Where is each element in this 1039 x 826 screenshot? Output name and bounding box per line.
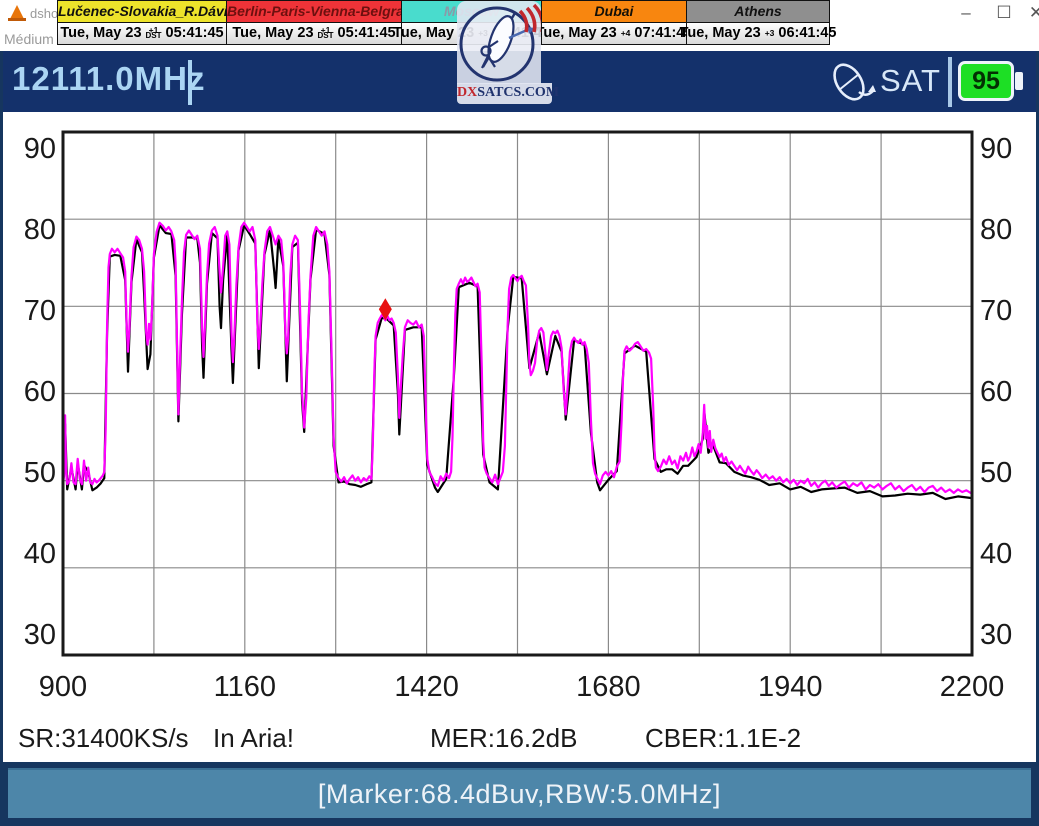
live-trace <box>61 221 973 494</box>
clock-city-label: Dubai <box>542 1 686 23</box>
y-axis-tick-left: 90 <box>24 133 56 165</box>
clock-city-label: Athens <box>687 1 829 23</box>
clock-hms: 07:41:45 <box>634 25 693 42</box>
mer-readout: MER:16.2dB <box>430 723 578 753</box>
text-cursor <box>188 60 192 105</box>
clock-time: Tue, May 23 +3 06:41:45 <box>680 22 836 44</box>
clock-date: Tue, May 23 <box>535 25 617 42</box>
desktop-file-label: dsho <box>30 6 59 21</box>
clock-dubai: Dubai Tue, May 23 +4 07:41:45 <box>536 0 692 45</box>
clock-athens: Athens Tue, May 23 +3 06:41:45 <box>680 0 836 45</box>
marker-info-bar[interactable]: [Marker:68.4dBuv,RBW:5.0MHz] <box>8 768 1031 818</box>
clock-time: Tue, May 23 +4 07:41:45 <box>536 22 692 44</box>
header-separator <box>948 57 952 107</box>
desktop-medium-label: Médium <box>4 31 54 47</box>
y-axis-tick-left: 80 <box>24 214 56 246</box>
clock-offset: +1 DST <box>145 24 162 41</box>
clock-date: Tue, May 23 <box>393 25 475 42</box>
symbol-rate-readout: SR:31400KS/s <box>18 723 189 753</box>
close-button[interactable]: ✕ <box>1028 3 1039 22</box>
clock-date: Tue, May 23 <box>679 25 761 42</box>
clock-hms: 05:41:45 <box>165 25 224 42</box>
x-axis-tick: 1420 <box>394 671 459 703</box>
dxsatcs-logo: DXSATCS.COM <box>457 1 559 104</box>
y-axis-tick-left: 70 <box>24 295 56 327</box>
clock-time: Tue, May 23 +1 DST 05:41:45 <box>58 22 226 44</box>
y-axis-tick-left: 40 <box>24 538 56 570</box>
max-hold-trace <box>61 224 973 501</box>
world-clocks: Lučenec-Slovakia_R.Dávid Tue, May 23 +1 D… <box>57 0 836 45</box>
satellite-dish-icon <box>833 63 876 101</box>
x-axis-tick: 1940 <box>758 671 823 703</box>
x-axis-tick: 1160 <box>214 671 276 703</box>
y-axis-tick-right: 50 <box>980 457 1012 489</box>
clock-lucenec: Lučenec-Slovakia_R.Dávid Tue, May 23 +1 D… <box>57 0 227 45</box>
clock-offset: +1 DST <box>317 24 334 41</box>
marker-readout: [Marker:68.4dBuv,RBW:5.0MHz] <box>317 778 722 809</box>
clock-hms: 06:41:45 <box>778 25 837 42</box>
y-axis-tick-right: 90 <box>980 133 1012 165</box>
clock-date: Tue, May 23 <box>232 25 314 42</box>
clock-offset: +4 <box>620 28 631 38</box>
y-axis-tick-right: 30 <box>980 619 1012 651</box>
clock-hms: 05:41:45 <box>337 25 396 42</box>
sat-source-label: SAT <box>880 63 941 98</box>
y-axis-tick-left: 30 <box>24 619 56 651</box>
battery-nub <box>1015 72 1023 90</box>
window-frame-left <box>0 51 3 826</box>
frequency-readout[interactable]: 12111.0MHz <box>12 60 206 97</box>
spectrum-marker[interactable] <box>378 298 392 321</box>
x-axis-tick: 2200 <box>940 671 1005 703</box>
y-axis-tick-right: 40 <box>980 538 1012 570</box>
battery-percent: 95 <box>972 66 1000 95</box>
logo-text: DXSATCS.COM <box>457 83 559 104</box>
window-frame-right <box>1036 51 1039 826</box>
x-axis-tick: 1680 <box>576 671 641 703</box>
footer: [Marker:68.4dBuv,RBW:5.0MHz] <box>0 762 1039 826</box>
vlc-cone-icon <box>8 5 26 21</box>
y-axis-tick-left: 50 <box>24 457 56 489</box>
clock-city-label: Berlin-Paris-Vienna-Belgrade <box>227 1 401 23</box>
y-axis-tick-right: 70 <box>980 295 1012 327</box>
y-axis-tick-right: 80 <box>980 214 1012 246</box>
x-axis-tick: 900 <box>39 671 87 703</box>
clock-date: Tue, May 23 <box>60 25 142 42</box>
battery-icon: 95 <box>958 61 1014 101</box>
maximize-button[interactable]: ☐ <box>996 3 1012 22</box>
plot-border <box>61 130 974 657</box>
clock-berlin: Berlin-Paris-Vienna-Belgrade Tue, May 23… <box>227 0 402 45</box>
onair-status: In Aria! <box>213 723 294 753</box>
logo-art <box>459 3 541 82</box>
minimize-button[interactable]: – <box>961 3 971 22</box>
cber-readout: CBER:1.1E-2 <box>645 723 802 753</box>
y-axis-tick-right: 60 <box>980 376 1012 408</box>
clock-city-label: Lučenec-Slovakia_R.Dávid <box>58 1 226 23</box>
clock-offset: +3 <box>764 28 775 38</box>
y-axis-tick-left: 60 <box>24 376 56 408</box>
clock-time: Tue, May 23 +1 DST 05:41:45 <box>227 22 401 44</box>
